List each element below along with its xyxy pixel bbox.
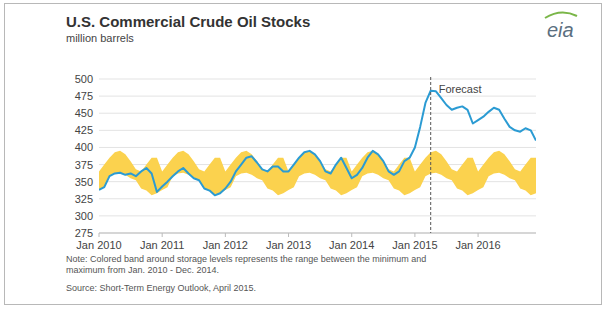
x-tick <box>414 233 415 237</box>
x-tick <box>162 233 163 237</box>
y-tick-label: 275 <box>75 227 93 239</box>
y-tick-label: 475 <box>75 90 93 102</box>
chart-frame: U.S. Commercial Crude Oil Stocks million … <box>4 3 602 305</box>
grid-line <box>99 198 536 199</box>
x-tick-label: Jan 2016 <box>455 239 500 251</box>
y-tick-label: 350 <box>75 176 93 188</box>
x-tick <box>478 233 479 237</box>
note-text: Note: Colored band around storage levels… <box>66 254 426 264</box>
grid-line <box>99 215 536 216</box>
x-axis-line <box>99 233 536 234</box>
x-tick-label: Jan 2012 <box>203 239 248 251</box>
logo: eia <box>547 19 574 41</box>
grid-line <box>99 96 536 97</box>
note-text: maximum from Jan. 2010 - Dec. 2014. <box>66 265 219 275</box>
y-tick-label: 400 <box>75 141 93 153</box>
y-tick-label: 325 <box>75 193 93 205</box>
grid-line <box>99 130 536 131</box>
x-tick-label: Jan 2011 <box>140 239 184 251</box>
source-text: Source: Short-Term Energy Outlook, April… <box>66 283 256 293</box>
logo-swoosh <box>545 12 577 18</box>
chart-svg: U.S. Commercial Crude Oil Stocks million … <box>5 4 603 306</box>
x-tick <box>288 233 289 237</box>
y-tick-label: 500 <box>75 73 93 85</box>
x-tick-label: Jan 2013 <box>266 239 311 251</box>
forecast-line <box>430 77 431 233</box>
y-tick-label: 450 <box>75 107 93 119</box>
annotation-label: Forecast <box>439 83 482 95</box>
x-tick <box>99 233 100 237</box>
grid-line <box>99 79 536 80</box>
y-tick-label: 425 <box>75 124 93 136</box>
x-tick <box>351 233 352 237</box>
y-tick-label: 375 <box>75 159 93 171</box>
grid-line <box>99 147 536 148</box>
series-line <box>99 91 536 196</box>
x-tick-label: Jan 2010 <box>76 239 121 251</box>
grid-line <box>99 113 536 114</box>
x-tick-label: Jan 2015 <box>392 239 437 251</box>
grid-line <box>99 233 536 234</box>
x-tick-label: Jan 2014 <box>329 239 374 251</box>
y-tick-label: 300 <box>75 210 93 222</box>
chart-title: U.S. Commercial Crude Oil Stocks <box>66 13 310 30</box>
chart-subtitle: million barrels <box>66 32 134 44</box>
x-tick <box>225 233 226 237</box>
plot-area <box>99 91 536 196</box>
